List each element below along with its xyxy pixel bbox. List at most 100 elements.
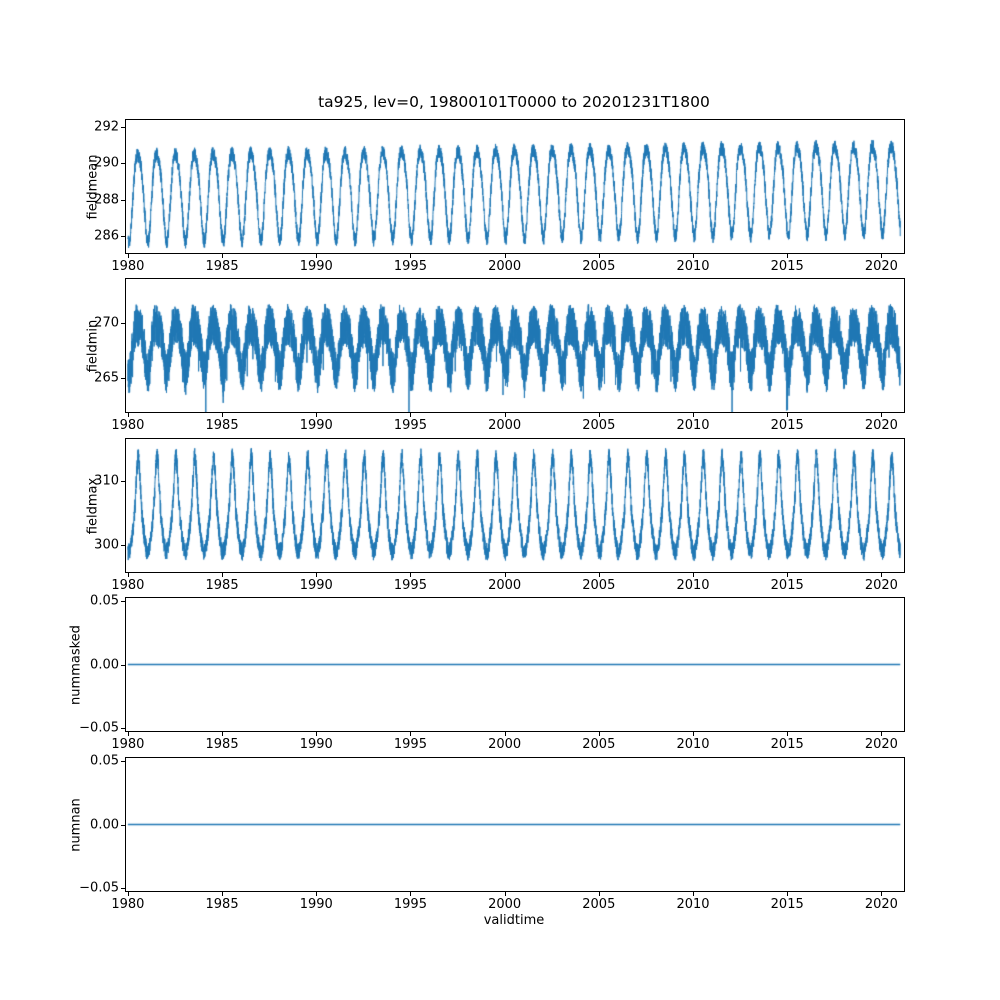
x-tick-mark <box>222 732 224 736</box>
y-tick-label: 300 <box>94 537 119 553</box>
x-tick-mark <box>504 413 506 417</box>
y-tick-label: 270 <box>94 315 119 331</box>
x-tick-mark <box>410 413 412 417</box>
x-tick-label: 1980 <box>111 737 145 752</box>
y-tick-mark <box>121 199 125 201</box>
x-tick-label: 2020 <box>864 259 898 274</box>
x-tick-mark <box>598 892 600 896</box>
x-tick-label: 2020 <box>864 578 898 593</box>
x-tick-mark <box>693 892 695 896</box>
x-tick-label: 2015 <box>770 897 804 912</box>
x-tick-label: 1980 <box>111 259 145 274</box>
x-tick-label: 1995 <box>393 578 427 593</box>
x-tick-mark <box>598 413 600 417</box>
subplot-fieldmin: fieldmin 1980 1985 1990 1995 2000 2005 2010 201… <box>86 278 905 433</box>
x-tick-mark <box>222 573 224 577</box>
y-tick-label: 290 <box>94 155 119 171</box>
x-tick-mark <box>504 573 506 577</box>
subplot-nummasked: nummasked 1980 1985 1990 1995 2000 2005 2010 20… <box>69 594 905 752</box>
x-tick-label: 1995 <box>393 418 427 433</box>
y-tick-label: 0.00 <box>90 657 119 672</box>
x-tick-label: 1985 <box>205 578 239 593</box>
figure-title: ta925, lev=0, 19800101T0000 to 20201231T… <box>318 93 710 111</box>
x-tick-label: 2005 <box>582 259 616 274</box>
x-tick-mark <box>881 413 883 417</box>
x-tick-label: 1995 <box>393 737 427 752</box>
x-tick-mark <box>881 573 883 577</box>
x-tick-mark <box>693 413 695 417</box>
y-tick-label: 286 <box>94 228 119 244</box>
x-tick-label: 2020 <box>864 418 898 433</box>
x-tick-label: 2015 <box>770 737 804 752</box>
x-tick-mark <box>222 254 224 258</box>
x-tick-label: 2005 <box>582 737 616 752</box>
y-tick-mark <box>121 163 125 165</box>
x-tick-mark <box>410 732 412 736</box>
subplot-fieldmean: fieldmean 1980 1985 1990 1995 2000 2005 2010 20… <box>86 119 905 274</box>
x-tick-label: 1985 <box>205 897 239 912</box>
x-tick-label: 1980 <box>111 418 145 433</box>
x-tick-mark <box>222 413 224 417</box>
x-tick-mark <box>504 254 506 258</box>
x-tick-mark <box>127 573 129 577</box>
x-tick-mark <box>316 573 318 577</box>
y-tick-mark <box>121 235 125 237</box>
nummasked-series-line <box>126 598 904 731</box>
x-tick-label: 2010 <box>676 897 710 912</box>
x-tick-label: 2005 <box>582 418 616 433</box>
x-tick-label: 2015 <box>770 259 804 274</box>
x-tick-mark <box>787 732 789 736</box>
x-tick-label: 2020 <box>864 737 898 752</box>
x-tick-label: 2015 <box>770 578 804 593</box>
y-tick-label: 0.05 <box>90 593 119 609</box>
x-tick-mark <box>787 413 789 417</box>
x-tick-label: 1985 <box>205 418 239 433</box>
x-tick-mark <box>316 413 318 417</box>
x-tick-mark <box>127 892 129 896</box>
x-tick-mark <box>410 573 412 577</box>
x-tick-mark <box>693 254 695 258</box>
y-tick-label: 0.05 <box>90 753 119 769</box>
x-tick-label: 2000 <box>488 897 522 912</box>
y-tick-mark <box>121 664 125 666</box>
x-tick-label: 2010 <box>676 418 710 433</box>
y-tick-mark <box>121 727 125 729</box>
x-tick-label: 2020 <box>864 897 898 912</box>
numnan-series-line <box>126 758 904 891</box>
y-tick-mark <box>121 824 125 826</box>
x-tick-label: 1990 <box>299 578 333 593</box>
y-tick-label: 0.00 <box>90 817 119 832</box>
x-tick-label: 1980 <box>111 578 145 593</box>
subplot-fieldmax: fieldmax 1980 1985 1990 1995 2000 2005 2010 201… <box>86 438 905 593</box>
y-tick-mark <box>121 127 125 129</box>
fieldmax-series-line <box>126 439 904 572</box>
y-tick-label: 310 <box>94 473 119 489</box>
x-tick-mark <box>598 254 600 258</box>
x-tick-label: 1995 <box>393 259 427 274</box>
x-tick-label: 1980 <box>111 897 145 912</box>
y-tick-label: 265 <box>94 370 119 386</box>
x-tick-label: 2015 <box>770 418 804 433</box>
x-tick-label: 2010 <box>676 259 710 274</box>
y-tick-label: 292 <box>94 119 119 135</box>
x-tick-mark <box>127 254 129 258</box>
x-tick-mark <box>127 732 129 736</box>
x-tick-mark <box>881 892 883 896</box>
y-tick-label: −0.05 <box>79 720 119 736</box>
numnan-axis-label: numnan <box>68 797 84 852</box>
x-tick-mark <box>316 732 318 736</box>
x-tick-label: 2010 <box>676 737 710 752</box>
x-tick-label: 1990 <box>299 737 333 752</box>
x-tick-mark <box>693 732 695 736</box>
x-tick-label: 1990 <box>299 897 333 912</box>
x-tick-mark <box>504 732 506 736</box>
y-tick-label: −0.05 <box>79 880 119 896</box>
x-tick-label: 2000 <box>488 259 522 274</box>
x-tick-label: 2010 <box>676 578 710 593</box>
nummasked-axis-label: nummasked <box>68 624 84 705</box>
x-tick-mark <box>787 573 789 577</box>
x-axis-label: validtime <box>483 913 545 928</box>
x-tick-mark <box>787 254 789 258</box>
fieldmin-series-line <box>126 279 904 412</box>
y-tick-mark <box>121 887 125 889</box>
